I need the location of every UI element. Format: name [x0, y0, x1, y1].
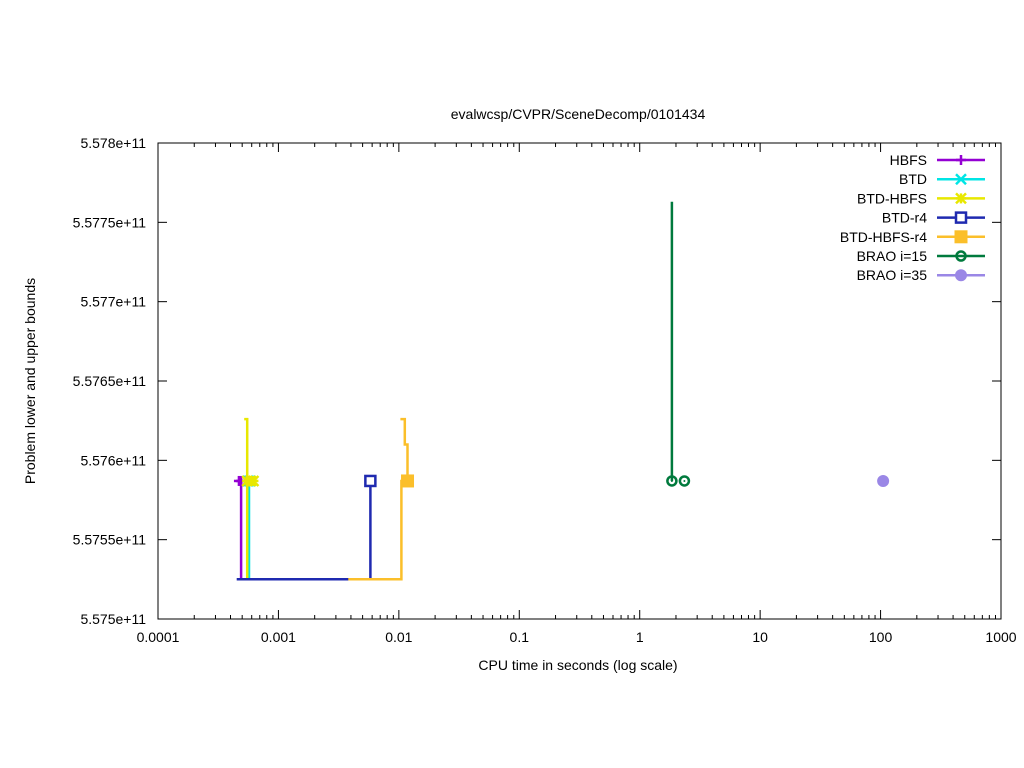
data-point: [955, 269, 967, 282]
legend-label: HBFS: [890, 152, 927, 168]
x-tick-label: 1000: [985, 629, 1016, 645]
legend-label: BRAO i=15: [857, 248, 928, 264]
legend-item: BTD-r4: [882, 210, 985, 226]
y-tick-label: 5.5755e+11: [73, 532, 147, 548]
x-tick-label: 0.1: [510, 629, 530, 645]
axis-ticks: 0.0001 0.001 0.01 0.1 1 10 100 1000 5.575e+11 5.5…: [73, 135, 1017, 645]
legend-item: HBFS: [890, 152, 985, 168]
y-tick-label: 5.576e+11: [80, 452, 146, 468]
legend-label: BRAO i=35: [857, 267, 928, 283]
y-axis-label: Problem lower and upper bounds: [22, 278, 38, 484]
legend-label: BTD-r4: [882, 210, 927, 226]
x-tick-label: 0.001: [261, 629, 296, 645]
data-point: [678, 475, 691, 487]
data-point: [401, 474, 415, 488]
legend-label: BTD-HBFS: [857, 190, 927, 206]
data-point: [955, 192, 967, 205]
series-line: [348, 417, 409, 581]
data-point: [247, 475, 260, 487]
data-point: [954, 211, 968, 224]
plot-border: [157, 142, 1002, 620]
series-btd-r4: [236, 474, 377, 581]
x-tick-label: 0.01: [385, 629, 412, 645]
series-hbfs: [233, 475, 247, 581]
series-line: [238, 481, 243, 581]
chart-title: evalwcsp/CVPR/SceneDecomp/0101434: [451, 106, 706, 122]
legend-item: BRAO i=35: [857, 267, 985, 283]
x-tick-label: 10: [752, 629, 768, 645]
series-btd-hbfs-r4: [348, 417, 415, 581]
series-line: [244, 417, 249, 580]
y-tick-label: 5.575e+11: [80, 611, 146, 627]
series-btd: [242, 475, 256, 581]
data-point: [666, 475, 678, 487]
data-point: [956, 155, 966, 165]
data-point: [955, 173, 967, 186]
y-tick-label: 5.5765e+11: [73, 373, 147, 389]
x-tick-label: 1: [636, 629, 644, 645]
y-tick-label: 5.5775e+11: [73, 214, 147, 230]
legend-item: BTD-HBFS-r4: [840, 229, 985, 245]
series-brao-i-35: [877, 474, 890, 487]
plot-area: [157, 142, 1002, 620]
legend-item: BTD: [899, 171, 985, 187]
y-tick-label: 5.577e+11: [80, 294, 146, 310]
series-line: [236, 481, 372, 581]
legend: HBFS BTD BTD-HBFS BTD-r4 BTD-HBFS-r4 BRAO i=1…: [840, 152, 985, 283]
data-point: [364, 474, 377, 488]
x-tick-label: 100: [869, 629, 893, 645]
legend-label: BTD: [899, 171, 927, 187]
y-tick-label: 5.578e+11: [80, 135, 146, 151]
series-layer: [233, 201, 890, 581]
data-point: [955, 250, 967, 262]
legend-item: BRAO i=15: [857, 248, 985, 264]
legend-label: BTD-HBFS-r4: [840, 229, 927, 245]
series-btd-hbfs: [241, 417, 260, 580]
x-axis-label: CPU time in seconds (log scale): [478, 657, 677, 673]
legend-item: BTD-HBFS: [857, 190, 985, 206]
x-tick-label: 0.0001: [137, 629, 180, 645]
data-point: [954, 230, 968, 244]
series-brao-i-15: [666, 201, 691, 487]
data-point: [877, 474, 890, 487]
